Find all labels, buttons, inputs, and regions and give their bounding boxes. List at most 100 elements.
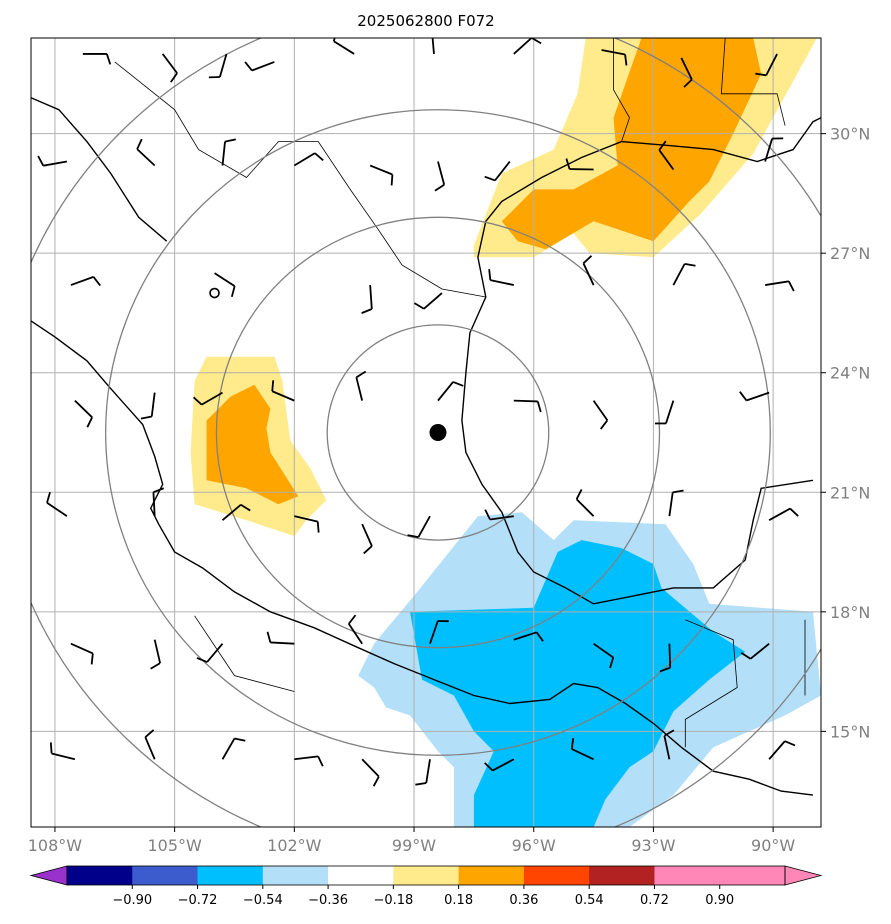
colorbar-segment	[654, 866, 721, 885]
coastline-0	[461, 117, 821, 605]
colorbar-tick-label: 0.90	[705, 893, 734, 908]
wind-barb	[407, 515, 431, 539]
plot-frame	[30, 37, 822, 828]
gridlines	[31, 38, 821, 827]
anomaly-shading	[190, 38, 821, 827]
wind-barb	[294, 515, 320, 533]
border-5	[194, 615, 295, 692]
wind-barb	[136, 138, 156, 167]
y-tick-label: 18°N	[830, 603, 870, 622]
wind-barb	[221, 138, 236, 166]
wind-barb	[208, 53, 228, 79]
wind-barb	[221, 737, 246, 760]
wind-barb	[513, 399, 542, 413]
wind-barb	[82, 53, 112, 65]
y-tick-label: 21°N	[830, 483, 870, 502]
colorbar-frame	[66, 865, 786, 886]
colorbar-tick-label: 0.36	[509, 893, 538, 908]
storm-center-marker	[429, 424, 447, 441]
x-tick-label: 108°W	[28, 836, 83, 855]
x-tick-label: 90°W	[751, 836, 795, 855]
range-ring-0	[326, 324, 550, 541]
wind-barb	[413, 292, 443, 310]
range-ring-1	[215, 216, 661, 649]
wind-barb	[332, 38, 355, 55]
wind-barb	[654, 400, 675, 425]
wind-barb	[437, 381, 464, 402]
colorbar-tick-label: −0.54	[243, 893, 283, 908]
wind-barb	[663, 729, 675, 760]
wind-barb	[429, 620, 449, 644]
colorbar: −0.90 −0.72 −0.54 −0.36 −0.18 0.18 0.36 0.54 0.7…	[29, 865, 823, 908]
wind-barb	[513, 38, 542, 55]
wind-barb	[658, 140, 675, 171]
wind-barb	[266, 631, 295, 645]
coastlines	[31, 97, 821, 796]
wind-barb	[152, 487, 165, 517]
wind-barb	[415, 759, 431, 786]
colorbar-segment	[328, 866, 394, 885]
colorbar-segment	[719, 866, 786, 885]
coastline-1	[31, 320, 814, 796]
y-tick-label: 27°N	[830, 244, 870, 263]
colorbar-tick-label: 0.54	[575, 893, 604, 908]
wind-barb	[764, 137, 784, 162]
colorbar-segment	[67, 866, 133, 885]
wind-barb	[570, 738, 594, 761]
wind-barb	[361, 758, 380, 787]
x-tick-label: 102°W	[267, 836, 322, 855]
wind-barb	[221, 503, 251, 521]
colorbar-segment	[262, 866, 329, 885]
wind-barb	[740, 642, 770, 660]
wind-barb	[592, 400, 609, 430]
wind-barb	[293, 152, 324, 167]
wind-barb	[361, 523, 373, 555]
wind-barb	[484, 160, 511, 182]
wind-barb	[768, 740, 796, 760]
wind-barbs	[37, 38, 799, 787]
colorbar-extend-min	[29, 865, 68, 886]
coastline-2	[31, 97, 168, 242]
shaded-region-3	[206, 384, 299, 505]
wind-barb	[755, 53, 778, 77]
wind-barb	[668, 489, 684, 517]
wind-barb	[575, 489, 595, 517]
wind-barb	[582, 255, 595, 286]
colorbar-tick-label: −0.90	[112, 893, 152, 908]
wind-barb	[369, 164, 394, 186]
markers	[209, 287, 447, 441]
wind-barb	[70, 642, 94, 665]
wind-barb	[431, 38, 435, 55]
colorbar-segment	[523, 866, 590, 885]
border-2	[720, 38, 786, 126]
wind-barb	[565, 158, 594, 171]
range-ring-2	[105, 109, 771, 756]
wind-barb	[659, 643, 672, 673]
wind-barb	[49, 742, 76, 761]
x-tick-label: 105°W	[147, 836, 202, 855]
wind-barb	[739, 391, 770, 402]
colorbar-segment	[458, 866, 525, 885]
wind-barb	[192, 391, 223, 406]
wind-barb	[46, 491, 68, 517]
wind-barb	[140, 392, 156, 420]
colorbar-segment	[393, 866, 460, 885]
coastline-3	[820, 619, 821, 700]
wind-barb	[768, 507, 799, 521]
wind-barb	[70, 276, 101, 287]
colorbar-segment	[132, 866, 199, 885]
wind-barb	[74, 399, 93, 428]
wind-barb	[347, 614, 363, 645]
y-tick-label: 15°N	[830, 722, 870, 741]
border-0	[114, 61, 486, 298]
calm-wind-marker	[209, 287, 220, 299]
colorbar-segment	[589, 866, 655, 885]
colorbar-tick-label: 0.18	[444, 893, 473, 908]
x-axis-ticks: 108°W 105°W 102°W 99°W 96°W 93°W 90°W	[28, 827, 795, 855]
wind-barb	[144, 729, 156, 760]
wind-barb	[484, 509, 514, 521]
shaded-region-1	[501, 38, 762, 250]
y-tick-label: 30°N	[830, 125, 870, 144]
colorbar-tick-label: −0.36	[308, 893, 348, 908]
